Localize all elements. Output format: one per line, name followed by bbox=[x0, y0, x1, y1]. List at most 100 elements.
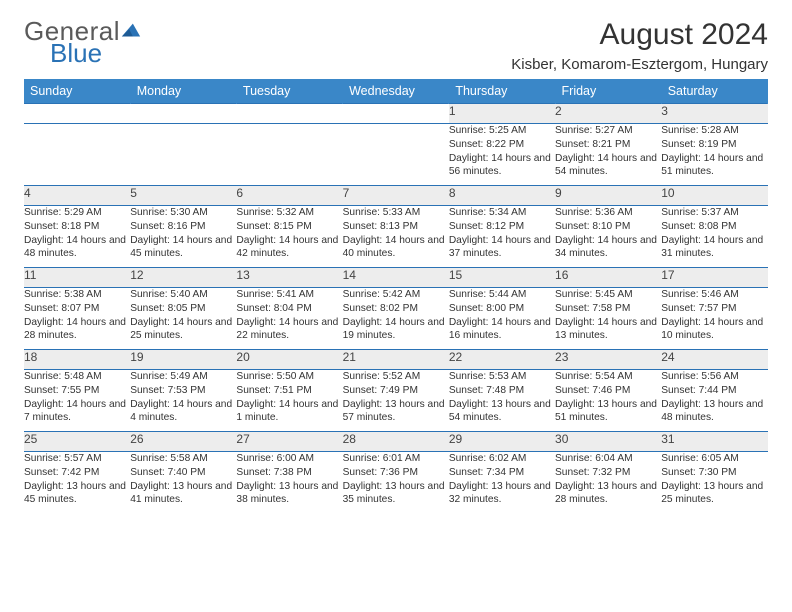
day-info-cell: Sunrise: 5:33 AMSunset: 8:13 PMDaylight:… bbox=[343, 206, 449, 268]
sunset-text: Sunset: 8:16 PM bbox=[130, 220, 236, 234]
day-number-cell: 26 bbox=[130, 432, 236, 452]
sunset-text: Sunset: 7:42 PM bbox=[24, 466, 130, 480]
day-info-cell: Sunrise: 5:56 AMSunset: 7:44 PMDaylight:… bbox=[661, 370, 767, 432]
sunrise-text: Sunrise: 6:04 AM bbox=[555, 452, 661, 466]
sunset-text: Sunset: 8:21 PM bbox=[555, 138, 661, 152]
weekday-header: Saturday bbox=[661, 79, 767, 104]
sunrise-text: Sunrise: 5:49 AM bbox=[130, 370, 236, 384]
day-number-cell: 17 bbox=[661, 268, 767, 288]
sunset-text: Sunset: 7:30 PM bbox=[661, 466, 767, 480]
daylight-text: Daylight: 13 hours and 28 minutes. bbox=[555, 480, 661, 508]
day-number-cell: 8 bbox=[449, 186, 555, 206]
day-info-row: Sunrise: 5:48 AMSunset: 7:55 PMDaylight:… bbox=[24, 370, 768, 432]
brand-logo: General Blue bbox=[24, 18, 142, 66]
sunset-text: Sunset: 7:46 PM bbox=[555, 384, 661, 398]
day-number-cell bbox=[236, 104, 342, 124]
sunset-text: Sunset: 7:34 PM bbox=[449, 466, 555, 480]
day-number-cell: 20 bbox=[236, 350, 342, 370]
sunrise-text: Sunrise: 5:50 AM bbox=[236, 370, 342, 384]
day-info-cell: Sunrise: 5:41 AMSunset: 8:04 PMDaylight:… bbox=[236, 288, 342, 350]
weekday-header: Sunday bbox=[24, 79, 130, 104]
sunrise-text: Sunrise: 6:05 AM bbox=[661, 452, 767, 466]
daylight-text: Daylight: 13 hours and 25 minutes. bbox=[661, 480, 767, 508]
daylight-text: Daylight: 14 hours and 22 minutes. bbox=[236, 316, 342, 344]
sunset-text: Sunset: 7:58 PM bbox=[555, 302, 661, 316]
day-number-cell: 24 bbox=[661, 350, 767, 370]
sunset-text: Sunset: 7:55 PM bbox=[24, 384, 130, 398]
sunset-text: Sunset: 8:02 PM bbox=[343, 302, 449, 316]
sunrise-text: Sunrise: 5:32 AM bbox=[236, 206, 342, 220]
day-number-cell bbox=[24, 104, 130, 124]
day-number-cell: 30 bbox=[555, 432, 661, 452]
daylight-text: Daylight: 14 hours and 1 minute. bbox=[236, 398, 342, 426]
daylight-text: Daylight: 14 hours and 13 minutes. bbox=[555, 316, 661, 344]
sunset-text: Sunset: 8:07 PM bbox=[24, 302, 130, 316]
daylight-text: Daylight: 14 hours and 51 minutes. bbox=[661, 152, 767, 180]
day-info-cell: Sunrise: 5:42 AMSunset: 8:02 PMDaylight:… bbox=[343, 288, 449, 350]
month-title: August 2024 bbox=[511, 18, 768, 52]
daylight-text: Daylight: 14 hours and 48 minutes. bbox=[24, 234, 130, 262]
daylight-text: Daylight: 14 hours and 19 minutes. bbox=[343, 316, 449, 344]
sunrise-text: Sunrise: 5:44 AM bbox=[449, 288, 555, 302]
sunrise-text: Sunrise: 5:54 AM bbox=[555, 370, 661, 384]
location-text: Kisber, Komarom-Esztergom, Hungary bbox=[511, 56, 768, 73]
sunrise-text: Sunrise: 5:37 AM bbox=[661, 206, 767, 220]
day-number-cell: 31 bbox=[661, 432, 767, 452]
daylight-text: Daylight: 14 hours and 31 minutes. bbox=[661, 234, 767, 262]
day-number-cell: 15 bbox=[449, 268, 555, 288]
daylight-text: Daylight: 14 hours and 42 minutes. bbox=[236, 234, 342, 262]
sunrise-text: Sunrise: 5:40 AM bbox=[130, 288, 236, 302]
sunset-text: Sunset: 8:15 PM bbox=[236, 220, 342, 234]
day-number-cell: 3 bbox=[661, 104, 767, 124]
header: General Blue August 2024 Kisber, Komarom… bbox=[24, 18, 768, 73]
sunset-text: Sunset: 8:05 PM bbox=[130, 302, 236, 316]
weekday-header: Thursday bbox=[449, 79, 555, 104]
daylight-text: Daylight: 13 hours and 41 minutes. bbox=[130, 480, 236, 508]
sunrise-text: Sunrise: 5:33 AM bbox=[343, 206, 449, 220]
sunrise-text: Sunrise: 6:02 AM bbox=[449, 452, 555, 466]
sunset-text: Sunset: 7:51 PM bbox=[236, 384, 342, 398]
calendar-table: Sunday Monday Tuesday Wednesday Thursday… bbox=[24, 79, 768, 514]
sunrise-text: Sunrise: 5:42 AM bbox=[343, 288, 449, 302]
day-info-cell: Sunrise: 5:48 AMSunset: 7:55 PMDaylight:… bbox=[24, 370, 130, 432]
sunset-text: Sunset: 7:48 PM bbox=[449, 384, 555, 398]
day-number-cell: 4 bbox=[24, 186, 130, 206]
day-number-row: 45678910 bbox=[24, 186, 768, 206]
sunset-text: Sunset: 8:13 PM bbox=[343, 220, 449, 234]
day-info-cell: Sunrise: 5:27 AMSunset: 8:21 PMDaylight:… bbox=[555, 124, 661, 186]
weekday-header: Friday bbox=[555, 79, 661, 104]
daylight-text: Daylight: 13 hours and 32 minutes. bbox=[449, 480, 555, 508]
sunset-text: Sunset: 7:53 PM bbox=[130, 384, 236, 398]
sunset-text: Sunset: 7:57 PM bbox=[661, 302, 767, 316]
sunset-text: Sunset: 8:22 PM bbox=[449, 138, 555, 152]
sunrise-text: Sunrise: 5:27 AM bbox=[555, 124, 661, 138]
sunset-text: Sunset: 8:12 PM bbox=[449, 220, 555, 234]
sunset-text: Sunset: 7:40 PM bbox=[130, 466, 236, 480]
day-number-cell: 22 bbox=[449, 350, 555, 370]
day-number-row: 25262728293031 bbox=[24, 432, 768, 452]
sunset-text: Sunset: 8:04 PM bbox=[236, 302, 342, 316]
day-number-cell: 1 bbox=[449, 104, 555, 124]
sunrise-text: Sunrise: 5:53 AM bbox=[449, 370, 555, 384]
day-info-cell: Sunrise: 5:29 AMSunset: 8:18 PMDaylight:… bbox=[24, 206, 130, 268]
daylight-text: Daylight: 14 hours and 28 minutes. bbox=[24, 316, 130, 344]
day-number-cell: 7 bbox=[343, 186, 449, 206]
day-number-row: 123 bbox=[24, 104, 768, 124]
day-number-cell: 21 bbox=[343, 350, 449, 370]
day-info-cell: Sunrise: 5:52 AMSunset: 7:49 PMDaylight:… bbox=[343, 370, 449, 432]
day-info-cell: Sunrise: 5:32 AMSunset: 8:15 PMDaylight:… bbox=[236, 206, 342, 268]
sunset-text: Sunset: 8:18 PM bbox=[24, 220, 130, 234]
day-number-cell: 6 bbox=[236, 186, 342, 206]
daylight-text: Daylight: 14 hours and 37 minutes. bbox=[449, 234, 555, 262]
day-info-cell: Sunrise: 5:25 AMSunset: 8:22 PMDaylight:… bbox=[449, 124, 555, 186]
daylight-text: Daylight: 14 hours and 34 minutes. bbox=[555, 234, 661, 262]
day-info-cell: Sunrise: 5:28 AMSunset: 8:19 PMDaylight:… bbox=[661, 124, 767, 186]
day-number-cell bbox=[130, 104, 236, 124]
sunrise-text: Sunrise: 5:52 AM bbox=[343, 370, 449, 384]
weekday-header: Wednesday bbox=[343, 79, 449, 104]
day-number-cell: 27 bbox=[236, 432, 342, 452]
day-info-cell bbox=[343, 124, 449, 186]
sunrise-text: Sunrise: 5:30 AM bbox=[130, 206, 236, 220]
weekday-header: Monday bbox=[130, 79, 236, 104]
daylight-text: Daylight: 14 hours and 25 minutes. bbox=[130, 316, 236, 344]
